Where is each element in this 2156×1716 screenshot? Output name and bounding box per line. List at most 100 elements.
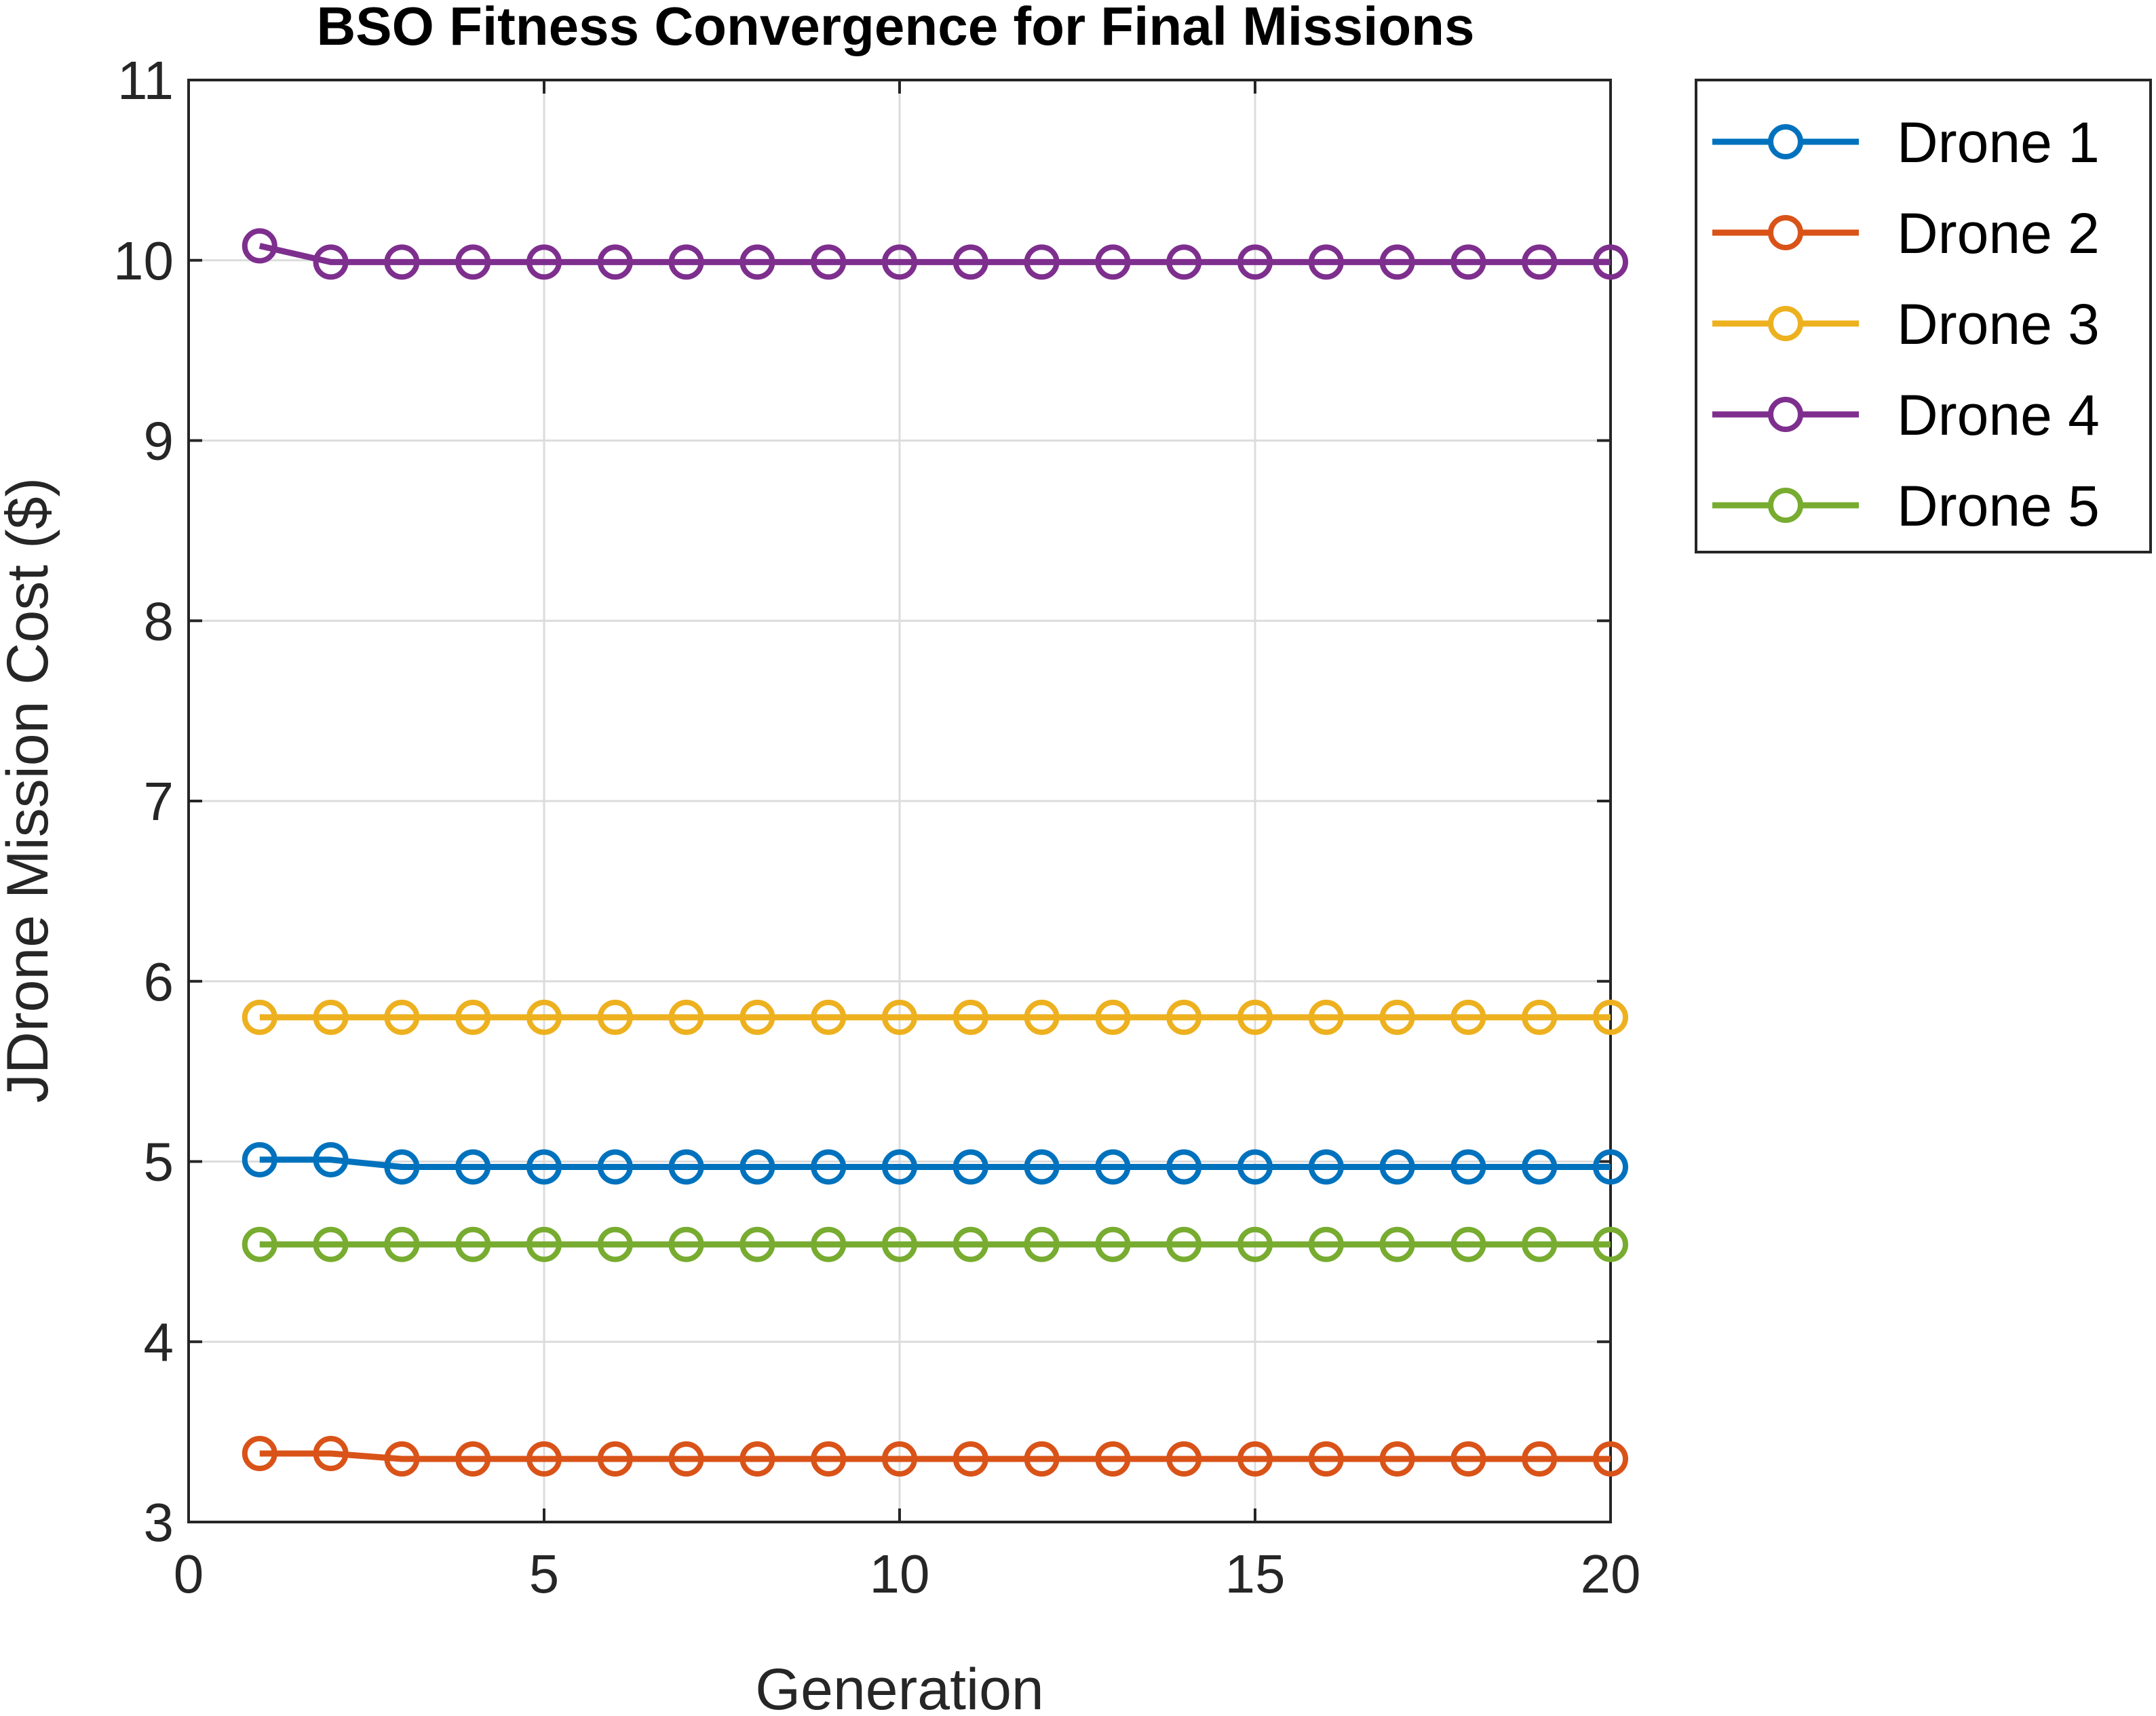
data-point <box>242 228 277 264</box>
data-point <box>1024 1441 1060 1477</box>
x-tick-label: 0 <box>174 1544 204 1604</box>
data-point <box>1166 1441 1202 1477</box>
legend-marker <box>1768 215 1803 250</box>
y-tick-label: 10 <box>113 231 174 291</box>
series-line <box>258 243 1611 265</box>
data-point <box>1593 244 1628 280</box>
data-point <box>1024 999 1060 1035</box>
data-point <box>882 1226 917 1262</box>
data-point <box>1024 244 1060 280</box>
data-point <box>526 1441 562 1477</box>
legend-marker <box>1768 124 1803 159</box>
data-point <box>597 1441 633 1477</box>
data-point <box>455 999 491 1035</box>
data-point <box>455 1226 491 1262</box>
data-point <box>242 999 277 1035</box>
data-point <box>1379 1226 1415 1262</box>
data-point <box>739 1226 775 1262</box>
series-group <box>242 228 1628 1477</box>
data-point <box>384 1149 420 1185</box>
data-point <box>384 244 420 280</box>
series-line <box>259 1450 1611 1462</box>
legend: Drone 1 Drone 2 Drone 3 Drone 4 Drone 5 <box>1695 79 2152 553</box>
data-point <box>1379 999 1415 1035</box>
data-point <box>668 244 704 280</box>
series-line <box>259 1156 1611 1170</box>
data-point <box>1593 999 1628 1035</box>
legend-label: Drone 3 <box>1897 292 2100 356</box>
data-point <box>455 1441 491 1477</box>
data-point <box>952 1226 988 1262</box>
data-point <box>739 1149 775 1185</box>
series-3 <box>242 999 1628 1035</box>
data-point <box>313 1226 349 1262</box>
data-point <box>455 244 491 280</box>
x-tick-label: 5 <box>529 1544 560 1604</box>
data-point <box>952 999 988 1035</box>
legend-label: Drone 2 <box>1897 201 2100 265</box>
data-point <box>384 1441 420 1477</box>
data-point <box>1308 1226 1344 1262</box>
legend-label: Drone 5 <box>1897 474 2100 538</box>
data-point <box>526 999 562 1035</box>
legend-entry: Drone 3 <box>1712 292 2100 356</box>
data-point <box>952 1149 988 1185</box>
data-point <box>313 1142 349 1177</box>
legend-entry: Drone 1 <box>1712 111 2100 174</box>
y-tick-label: 7 <box>144 771 174 832</box>
data-point <box>1237 244 1273 280</box>
data-point <box>384 1226 420 1262</box>
x-tick-label: 10 <box>870 1544 930 1604</box>
data-point <box>739 244 775 280</box>
data-point <box>1593 1441 1628 1477</box>
data-point <box>526 244 562 280</box>
legend-entry: Drone 5 <box>1712 474 2100 538</box>
legend-marker <box>1768 488 1803 523</box>
data-point <box>668 999 704 1035</box>
data-point <box>811 1441 847 1477</box>
data-point <box>1024 1226 1060 1262</box>
y-axis-label: JDrone Mission Cost ($) <box>0 477 60 1103</box>
data-point <box>1237 1441 1273 1477</box>
data-point <box>1095 1226 1131 1262</box>
data-point <box>811 244 847 280</box>
data-point <box>1450 999 1486 1035</box>
data-point <box>526 1149 562 1185</box>
data-point <box>1166 999 1202 1035</box>
legend-marker <box>1768 306 1803 341</box>
data-point <box>1095 1441 1131 1477</box>
data-point <box>1379 1441 1415 1477</box>
data-point <box>1308 244 1344 280</box>
data-point <box>313 1436 349 1472</box>
data-point <box>952 1441 988 1477</box>
data-point <box>1308 1441 1344 1477</box>
x-tick-label: 15 <box>1225 1544 1286 1604</box>
data-point <box>1166 1149 1202 1185</box>
data-point <box>811 1226 847 1262</box>
data-point <box>1166 244 1202 280</box>
data-point <box>1095 999 1131 1035</box>
data-point <box>313 244 349 280</box>
data-point <box>242 1226 277 1262</box>
data-point <box>597 999 633 1035</box>
data-point <box>882 244 917 280</box>
data-point <box>1522 999 1558 1035</box>
data-point <box>1308 1149 1344 1185</box>
data-point <box>1522 1226 1558 1262</box>
data-point <box>1450 1441 1486 1477</box>
y-tick-label: 5 <box>144 1132 174 1192</box>
legend-label: Drone 4 <box>1897 383 2100 447</box>
data-point <box>882 1149 917 1185</box>
data-point <box>242 1142 277 1177</box>
data-point <box>882 1441 917 1477</box>
data-point <box>526 1226 562 1262</box>
data-point <box>597 244 633 280</box>
axes: 0 5 10 15 20 3 4 5 6 7 8 9 10 11 <box>113 50 1640 1604</box>
legend-label: Drone 1 <box>1897 111 2100 174</box>
data-point <box>1379 244 1415 280</box>
series-5 <box>242 1226 1628 1262</box>
data-point <box>1237 1226 1273 1262</box>
legend-entry: Drone 4 <box>1712 383 2100 447</box>
series-2 <box>242 1436 1628 1477</box>
